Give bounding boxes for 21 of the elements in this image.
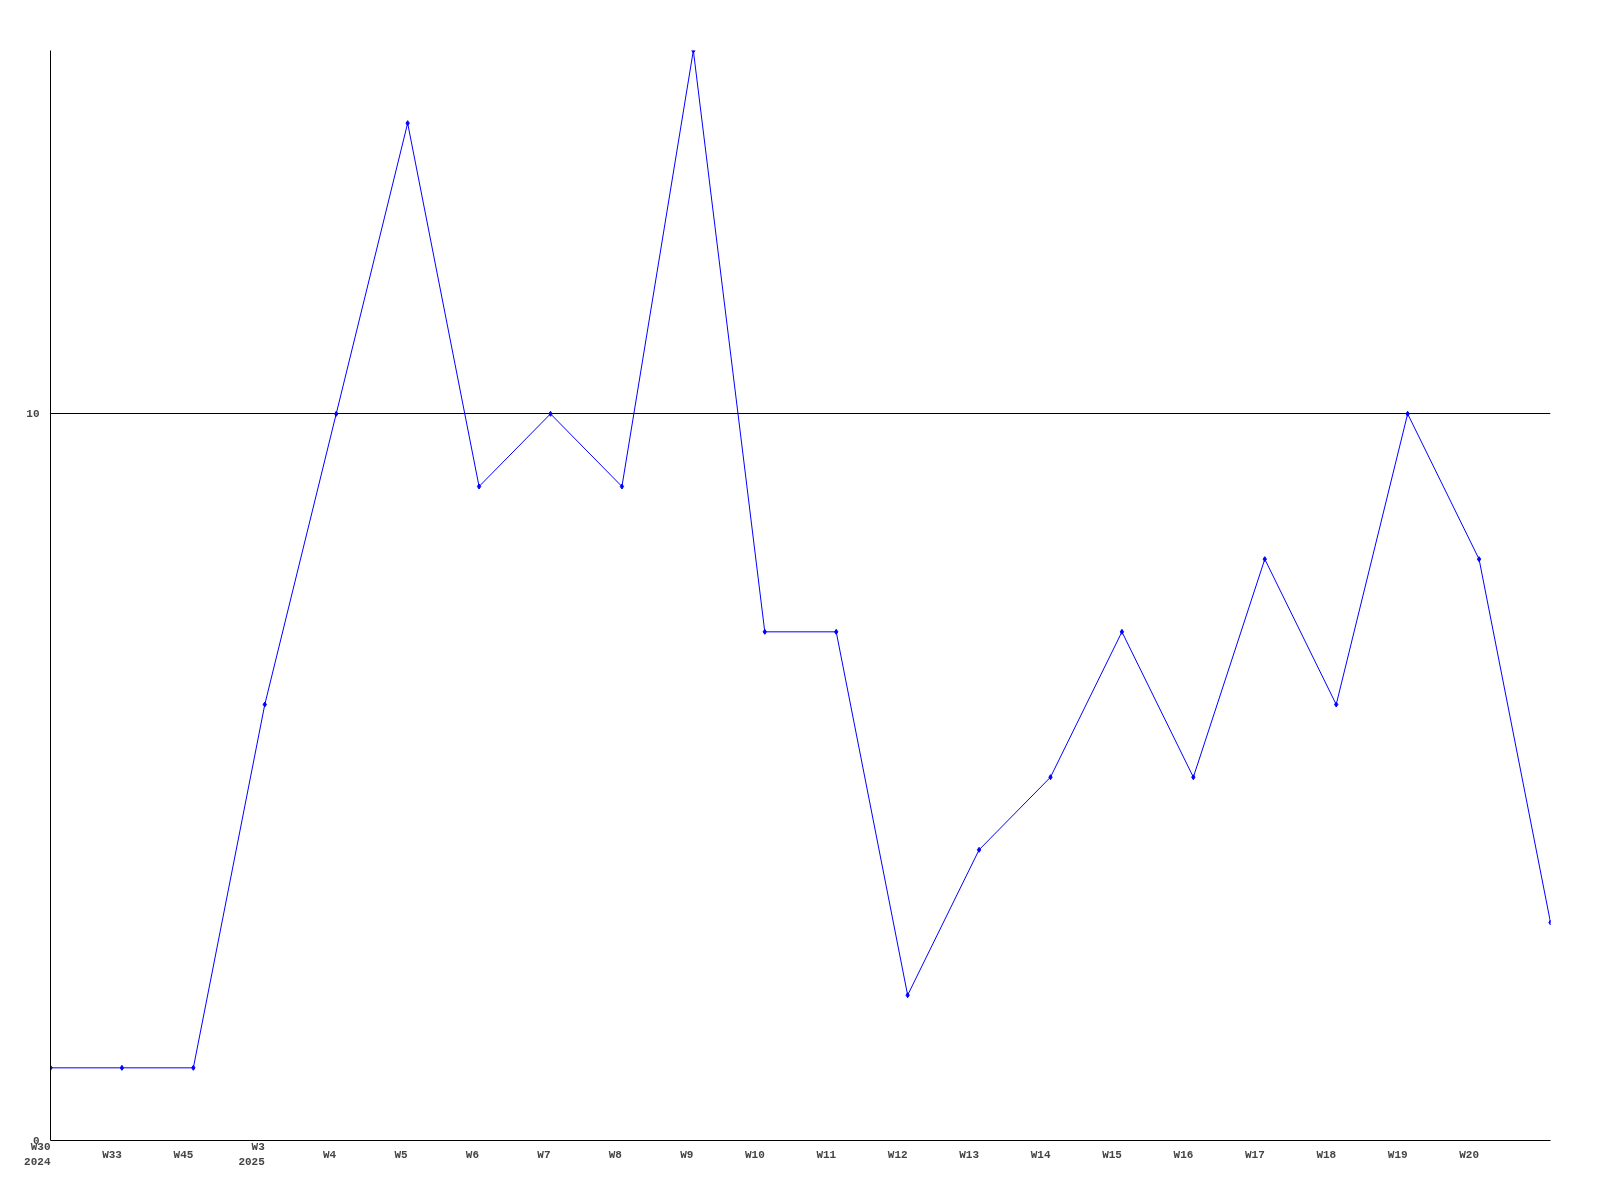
x-tick-label: W18 (1316, 1148, 1337, 1161)
x-tick-label: W13 (959, 1148, 980, 1161)
x-tick-label: W19 (1387, 1148, 1408, 1161)
x-tick-label: W5 (394, 1148, 409, 1161)
x-tick-label: W14 (1030, 1148, 1051, 1161)
y-tick-label: 10 (26, 408, 40, 421)
x-tick-label: W16 (1173, 1148, 1194, 1161)
x-tick-label: W4 (323, 1148, 337, 1161)
x-tick-label: W12 (887, 1148, 908, 1161)
x-tick-label: W15 (1102, 1148, 1123, 1161)
x-tick-label: W9 (680, 1148, 694, 1161)
x-tick-label: W45 (173, 1148, 194, 1161)
x-tick-label: W17 (1244, 1148, 1265, 1161)
x-tick-label: W6 (465, 1148, 480, 1161)
x-tick-label: W7 (537, 1148, 551, 1161)
x-tick-label: W3 2025 (238, 1141, 266, 1168)
x-tick-label: W10 (744, 1148, 765, 1161)
x-tick-label: W33 (102, 1148, 123, 1161)
x-tick-label: W11 (816, 1148, 837, 1161)
x-tick-label: W8 (608, 1148, 623, 1161)
x-tick-label: W20 (1459, 1148, 1480, 1161)
